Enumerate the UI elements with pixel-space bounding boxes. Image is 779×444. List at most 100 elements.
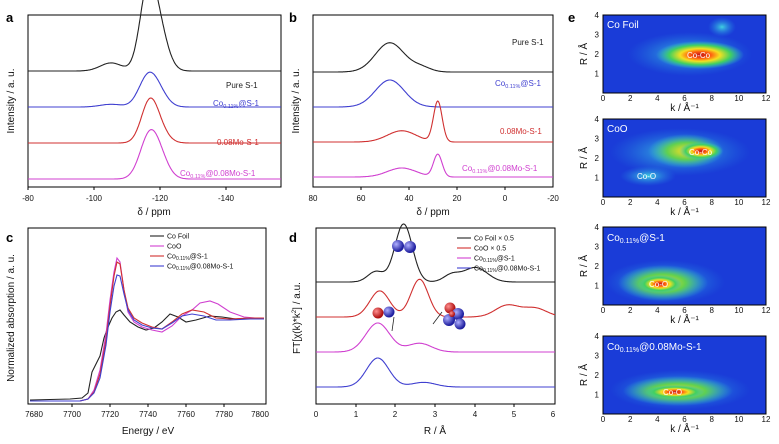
map-ytick: 4 — [595, 11, 600, 20]
map-xtick: 0 — [601, 198, 606, 207]
map-ytick: 1 — [595, 70, 600, 79]
map-xtick: 2 — [628, 415, 633, 424]
map-xtick: 4 — [655, 94, 660, 103]
map-xtick: 12 — [762, 94, 771, 103]
legend-c-0: Co Foil — [167, 234, 190, 241]
map-ytick: 1 — [595, 391, 600, 400]
map-hotspot — [679, 142, 723, 160]
series-line-1 — [28, 71, 281, 108]
ylabel-d: FT[χ(k)*k2] / a.u. — [292, 282, 303, 354]
xlabel-b: δ / ppm — [416, 207, 449, 218]
map-xtick: 12 — [762, 198, 771, 207]
atom-o — [372, 307, 384, 319]
map-halo — [708, 17, 736, 37]
map-title-1: Co Foil — [607, 20, 639, 31]
series-line-2 — [316, 322, 555, 353]
xtick-b-2: 40 — [405, 194, 414, 203]
map-xtick: 4 — [655, 198, 660, 207]
map-label-co-o: Co-O — [637, 172, 656, 181]
legend-d-0: Co Foil × 0.5 — [474, 236, 514, 243]
map-ytick: 2 — [595, 262, 600, 271]
map-xtick: 2 — [628, 198, 633, 207]
map-title-2: CoO — [607, 124, 628, 135]
series-line-3 — [316, 357, 555, 388]
atom-o — [444, 302, 456, 314]
label-b-1: Co0.11%@S-1 — [495, 79, 542, 90]
legend-d-2: Co0.11%@S-1 — [474, 256, 515, 265]
map-ylabel: R / Å — [577, 255, 590, 278]
xtick-c-0: 7680 — [25, 410, 43, 419]
legend-c-2: Co0.11%@S-1 — [167, 254, 208, 263]
xticks-a: -80 -100 -120 -140 — [22, 187, 235, 203]
map-xtick: 0 — [601, 415, 606, 424]
map-xlabel: k / Å⁻¹ — [670, 422, 699, 435]
atom-o — [449, 311, 455, 317]
panel-d: d FT[χ(k)*k2] / a.u. R / Å 0 1 2 3 4 5 6… — [289, 223, 556, 437]
xtick-a-0: -80 — [22, 194, 34, 203]
ylabel-c: Normalized absorption / a. u. — [6, 254, 17, 382]
label-a-2: 0.08Mo-S-1 — [217, 138, 259, 147]
map-label-co-o: Co-O — [649, 280, 668, 289]
map-frame — [602, 14, 767, 94]
panel-label-a: a — [6, 10, 14, 25]
map-label-co-co: Co-Co — [687, 51, 711, 60]
series-line-0 — [28, 0, 281, 72]
atom-co — [452, 308, 464, 320]
map-ytick: 3 — [595, 243, 600, 252]
label-b-3: Co0.11%@0.08Mo-S-1 — [462, 164, 538, 175]
xtick-b-1: 60 — [357, 194, 366, 203]
xanes-curves — [29, 256, 265, 402]
atom-co — [454, 318, 466, 330]
xtick-d-2: 2 — [393, 410, 398, 419]
label-b-0: Pure S-1 — [512, 38, 544, 47]
xtick-c-1: 7700 — [63, 410, 81, 419]
xtick-d-5: 5 — [512, 410, 517, 419]
map-xtick: 6 — [682, 198, 687, 207]
wavelet-map-co-s1: Co0.11%@S-1 Co-O — [603, 227, 766, 305]
map-ytick: 2 — [595, 50, 600, 59]
legend-c-3: Co0.11%@0.08Mo-S-1 — [167, 264, 234, 273]
map-title-4: Co0.11%@0.08Mo-S-1 — [607, 342, 702, 354]
map-ytick: 2 — [595, 371, 600, 380]
map-xtick: 8 — [709, 198, 714, 207]
panel-label-e: e — [568, 10, 575, 25]
pointer-arrow — [391, 316, 395, 332]
map-ytick: 3 — [595, 31, 600, 40]
map-xtick: 10 — [734, 415, 743, 424]
series-line-2 — [28, 97, 281, 144]
series-line-3 — [28, 129, 281, 180]
xtick-a-3: -140 — [218, 194, 235, 203]
panel-a: a Intensity / a. u. δ / ppm -80 -100 -12… — [6, 0, 282, 218]
series-group-a — [28, 0, 281, 180]
xtick-d-3: 3 — [433, 410, 438, 419]
map-ytick: 3 — [595, 352, 600, 361]
legend-d-1: CoO × 0.5 — [474, 246, 506, 253]
map-frame — [602, 118, 767, 198]
panel-label-c: c — [6, 230, 13, 245]
xticks-b: 80 60 40 20 0 -20 — [309, 187, 559, 203]
xanes-co-mo-s1 — [30, 274, 264, 402]
map-ylabel: R / Å — [577, 43, 590, 66]
atom-co — [404, 241, 416, 253]
xtick-b-5: -20 — [547, 194, 559, 203]
xtick-c-5: 7780 — [215, 410, 233, 419]
legend-c: Co Foil CoO Co0.11%@S-1 Co0.11%@0.08Mo-S… — [150, 234, 234, 273]
xanes-coo — [30, 256, 265, 402]
series-line-2 — [313, 100, 553, 143]
xtick-d-0: 0 — [314, 410, 319, 419]
map-xlabel: k / Å⁻¹ — [670, 205, 699, 218]
map-xtick: 8 — [709, 306, 714, 315]
map-ytick: 1 — [595, 282, 600, 291]
map-frame — [602, 226, 767, 306]
map-hotspot — [638, 275, 682, 293]
molecule-co-o — [372, 306, 395, 332]
map-hotspot — [645, 385, 705, 399]
map-ylabel: R / Å — [577, 147, 590, 170]
series-group-d — [316, 223, 556, 388]
legend-d-3: Co0.11%@0.08Mo-S-1 — [474, 266, 541, 275]
map-xtick: 2 — [628, 94, 633, 103]
series-group-b — [313, 42, 553, 178]
series-line-0 — [313, 42, 553, 73]
molecule-co-co — [392, 240, 416, 253]
